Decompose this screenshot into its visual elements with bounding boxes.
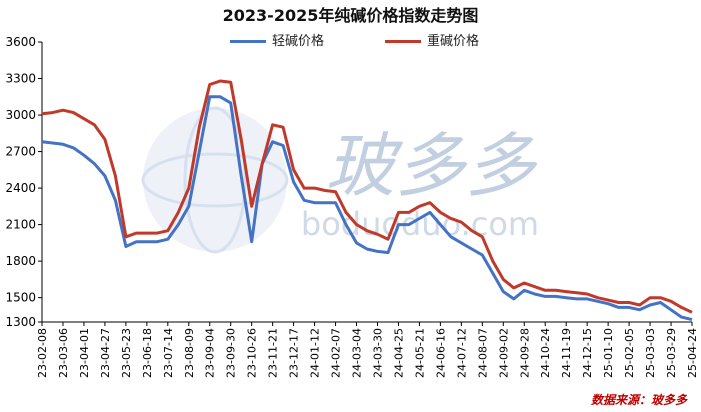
x-tick-label: 25-04-24 <box>686 328 699 378</box>
x-tick-label: 23-11-21 <box>267 328 280 378</box>
x-tick-label: 23-05-23 <box>120 328 133 378</box>
x-tick-label: 23-09-04 <box>204 328 217 378</box>
watermark-globe-meridian <box>183 106 247 254</box>
x-tick-label: 24-12-15 <box>581 328 594 378</box>
x-tick-label: 24-04-25 <box>392 328 405 378</box>
x-tick-label: 23-03-06 <box>57 328 70 378</box>
y-tick-label: 2100 <box>5 218 36 232</box>
data-source-note: 数据来源：玻多多 <box>590 393 687 407</box>
x-tick-label: 24-08-07 <box>476 328 489 378</box>
legend-item-light-soda: 轻碱价格 <box>230 30 324 49</box>
x-tick-label: 24-02-07 <box>330 328 343 378</box>
legend: 轻碱价格 重碱价格 <box>0 30 701 49</box>
y-tick-label: 1800 <box>5 254 36 268</box>
x-tick-label: 25-02-05 <box>623 328 636 378</box>
x-tick-label: 23-10-26 <box>246 328 259 378</box>
legend-label-dense-soda: 重碱价格 <box>427 34 480 49</box>
legend-label-light-soda: 轻碱价格 <box>272 34 325 49</box>
watermark-globe-ring <box>141 152 289 208</box>
x-tick-label: 23-09-30 <box>225 328 238 378</box>
watermark-globe-icon <box>143 108 287 252</box>
watermark-brand-text: 玻多多 <box>325 125 538 207</box>
x-tick-label: 24-10-24 <box>539 328 552 378</box>
x-tick-label: 24-07-12 <box>455 328 468 378</box>
x-tick-label: 24-06-16 <box>434 328 447 378</box>
x-tick-label: 25-01-10 <box>602 328 615 378</box>
legend-swatch-light-soda <box>230 40 266 43</box>
x-tick-label: 23-08-09 <box>183 328 196 378</box>
x-tick-label: 24-11-19 <box>560 328 573 378</box>
y-tick-label: 2700 <box>5 145 36 159</box>
x-tick-label: 25-03-03 <box>644 328 657 378</box>
x-tick-label: 24-09-02 <box>497 328 510 378</box>
y-tick-label: 3300 <box>5 72 36 86</box>
legend-swatch-dense-soda <box>385 40 421 43</box>
chart-title: 2023-2025年纯碱价格指数走势图 <box>222 6 479 25</box>
x-tick-label: 24-09-28 <box>518 328 531 378</box>
x-tick-label: 23-06-18 <box>141 328 154 378</box>
x-tick-label: 24-03-04 <box>351 328 364 378</box>
x-tick-label: 23-04-27 <box>99 328 112 378</box>
legend-item-dense-soda: 重碱价格 <box>385 30 479 49</box>
x-tick-label: 23-07-14 <box>162 328 175 378</box>
y-tick-label: 1300 <box>5 315 36 329</box>
y-tick-label: 3600 <box>5 35 36 49</box>
y-tick-label: 1500 <box>5 291 36 305</box>
y-tick-label: 3000 <box>5 108 36 122</box>
x-tick-label: 24-05-21 <box>413 328 426 378</box>
watermark-url-text: boduoduo.com <box>301 205 539 243</box>
series-line-dense-soda <box>41 79 693 314</box>
x-tick-label: 24-03-30 <box>371 328 384 378</box>
x-tick-label: 24-01-12 <box>309 328 322 378</box>
x-tick-label: 23-12-17 <box>288 328 301 378</box>
x-tick-label: 23-02-08 <box>36 328 49 378</box>
x-tick-label: 23-04-01 <box>78 328 91 378</box>
y-tick-label: 2400 <box>5 181 36 195</box>
x-tick-label: 25-03-29 <box>665 328 678 378</box>
series-line-light-soda <box>41 95 693 322</box>
